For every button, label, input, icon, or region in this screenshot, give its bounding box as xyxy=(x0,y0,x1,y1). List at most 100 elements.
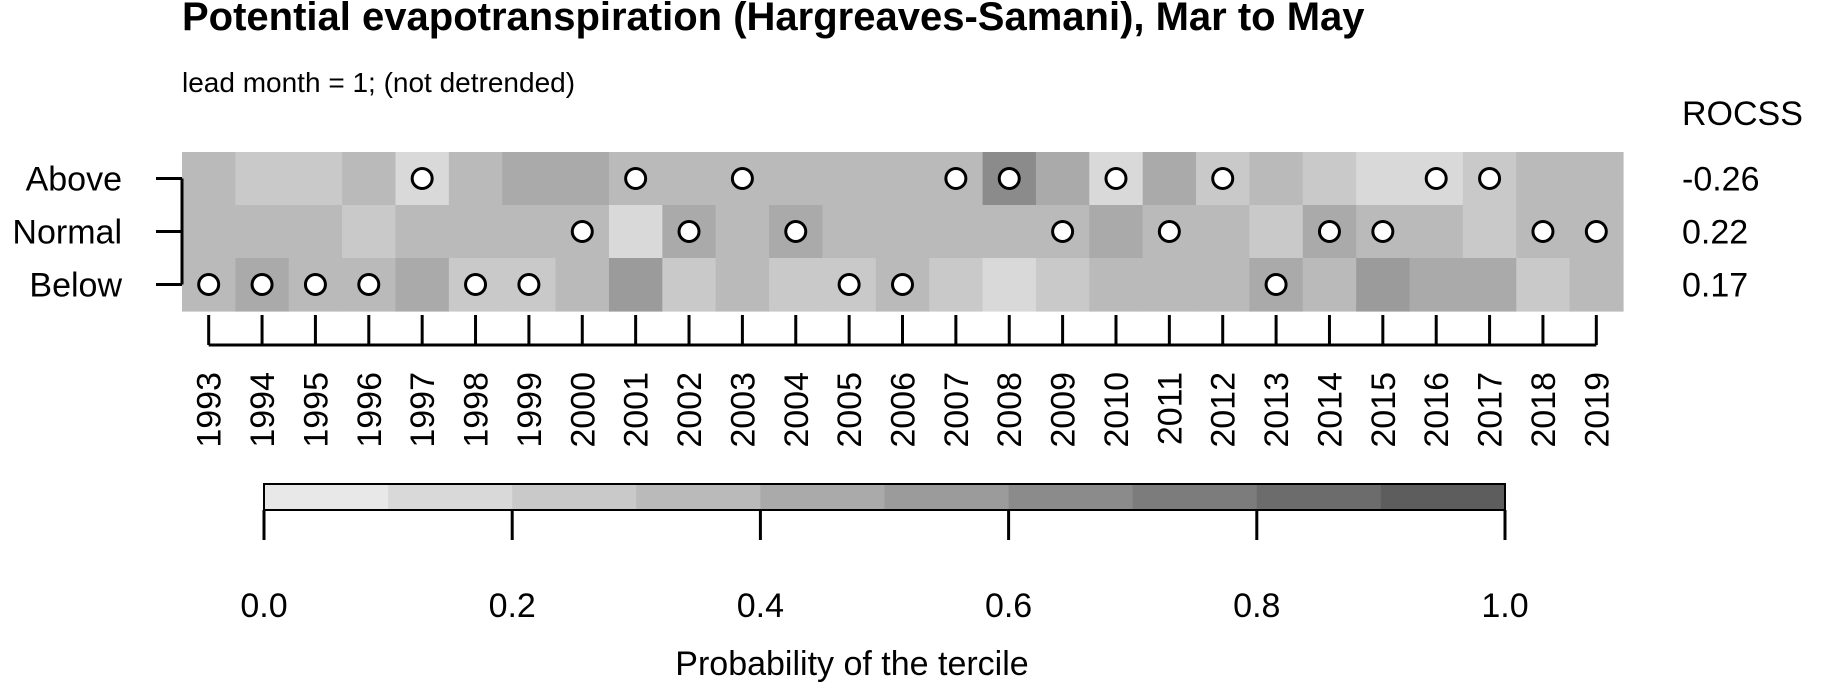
heat-cell-below-2010 xyxy=(1089,258,1144,312)
colorbar-bin-1 xyxy=(388,484,513,510)
observed-marker-2015 xyxy=(1371,220,1395,243)
heat-cell-normal-2006 xyxy=(875,205,930,259)
colorbar-bin-8 xyxy=(1256,484,1382,510)
colorbar-tick-label-0: 0.0 xyxy=(240,587,287,625)
x-tick-label-2014: 2014 xyxy=(1311,372,1349,448)
colorbar-frame xyxy=(263,483,1506,511)
heat-cell-normal-1997 xyxy=(395,205,450,259)
observed-marker-2016 xyxy=(1424,167,1448,190)
heat-cell-above-2004 xyxy=(769,152,824,206)
x-tick-label-2000: 2000 xyxy=(564,372,602,448)
heat-cell-normal-2005 xyxy=(822,205,877,259)
heat-cell-below-2017 xyxy=(1462,258,1517,312)
x-tick-label-1994: 1994 xyxy=(244,372,282,448)
observed-marker-2014 xyxy=(1317,220,1341,243)
observed-marker-2008 xyxy=(997,167,1021,190)
observed-marker-1994 xyxy=(250,273,274,296)
heat-cell-normal-2017 xyxy=(1462,205,1517,259)
observed-marker-2003 xyxy=(730,167,754,190)
x-tick-label-2008: 2008 xyxy=(991,372,1029,448)
colorbar: 0.0 0.2 0.4 0.6 0.8 1.0 xyxy=(240,483,1529,625)
colorbar-tick-label-4: 0.8 xyxy=(1233,587,1280,625)
x-tick-label-2015: 2015 xyxy=(1365,372,1403,448)
observed-marker-1999 xyxy=(517,273,541,296)
heatmap-grid xyxy=(182,152,1624,312)
x-tick-label-1999: 1999 xyxy=(511,372,549,448)
x-tick-label-2007: 2007 xyxy=(938,372,976,448)
x-tick-label-2019: 2019 xyxy=(1578,372,1616,448)
observed-marker-2006 xyxy=(891,273,914,296)
heat-cell-normal-1994 xyxy=(235,205,290,259)
row-label-normal: Normal xyxy=(12,214,122,252)
heat-cell-normal-1996 xyxy=(342,205,397,259)
heat-cell-below-2014 xyxy=(1302,258,1357,312)
x-tick-label-1993: 1993 xyxy=(191,372,229,448)
observed-marker-1997 xyxy=(410,167,434,190)
observed-marker-2010 xyxy=(1104,167,1128,190)
x-tick-label-2012: 2012 xyxy=(1205,372,1243,448)
heat-cell-normal-2003 xyxy=(715,205,770,259)
heat-cell-above-2002 xyxy=(662,152,717,206)
observed-marker-2013 xyxy=(1264,273,1288,296)
observed-marker-2019 xyxy=(1584,220,1608,243)
heat-cell-below-2018 xyxy=(1516,258,1571,312)
x-tick-label-2003: 2003 xyxy=(724,372,762,448)
heat-cell-above-2006 xyxy=(875,152,930,206)
observed-marker-1998 xyxy=(464,273,488,296)
observed-marker-2017 xyxy=(1478,167,1502,190)
heat-cell-below-2003 xyxy=(715,258,770,312)
heat-cell-normal-2010 xyxy=(1089,205,1144,259)
rocss-value-above: -0.26 xyxy=(1682,161,1760,199)
rocss-header: ROCSS xyxy=(1682,95,1803,133)
observed-marker-1996 xyxy=(357,273,381,296)
x-tick-label-2001: 2001 xyxy=(618,372,656,448)
heat-cell-above-2018 xyxy=(1516,152,1571,206)
rocss-value-below: 0.17 xyxy=(1682,267,1748,305)
heat-cell-above-2009 xyxy=(1035,152,1090,206)
x-tick-label-2011: 2011 xyxy=(1151,372,1189,445)
heat-cell-above-2011 xyxy=(1142,152,1197,206)
heat-cell-below-2015 xyxy=(1356,258,1411,312)
row-labels: Above -0.26 Normal 0.22 Below 0.17 xyxy=(12,161,1759,305)
heat-cell-below-2009 xyxy=(1035,258,1090,312)
x-tick-label-2016: 2016 xyxy=(1418,372,1456,448)
heat-cell-below-2001 xyxy=(608,258,663,312)
x-tick-label-1996: 1996 xyxy=(351,372,389,448)
heat-cell-below-2007 xyxy=(929,258,984,312)
colorbar-bin-3 xyxy=(636,484,761,510)
x-tick-label-2017: 2017 xyxy=(1472,372,1510,448)
row-label-above: Above xyxy=(26,161,122,199)
observed-marker-2005 xyxy=(837,273,861,296)
observed-marker-2011 xyxy=(1157,220,1181,243)
heat-cell-normal-1993 xyxy=(182,205,236,259)
x-tick-label-2002: 2002 xyxy=(671,372,709,448)
chart-title: Potential evapotranspiration (Hargreaves… xyxy=(182,0,1365,39)
heat-cell-above-1993 xyxy=(182,152,236,206)
heat-cell-below-2004 xyxy=(769,258,824,312)
x-tick-label-2005: 2005 xyxy=(831,372,869,448)
observed-marker-2007 xyxy=(944,167,968,190)
colorbar-tick-label-1: 0.2 xyxy=(489,587,536,625)
heat-cell-above-1995 xyxy=(288,152,343,206)
colorbar-tick-label-2: 0.4 xyxy=(737,587,784,625)
x-tick-label-2006: 2006 xyxy=(885,372,923,448)
x-tick-label-2013: 2013 xyxy=(1258,372,1296,448)
heat-cell-normal-1998 xyxy=(448,205,503,259)
colorbar-bin-7 xyxy=(1132,484,1258,510)
heat-cell-above-1994 xyxy=(235,152,290,206)
x-tick-label-2018: 2018 xyxy=(1525,372,1563,448)
colorbar-label: Probability of the tercile xyxy=(675,645,1028,683)
observed-marker-2001 xyxy=(624,167,648,190)
heat-cell-below-2000 xyxy=(555,258,610,312)
x-tick-label-2010: 2010 xyxy=(1098,372,1136,448)
heat-cell-normal-2012 xyxy=(1196,205,1251,259)
colorbar-bin-6 xyxy=(1008,484,1134,510)
heat-cell-normal-2016 xyxy=(1409,205,1464,259)
colorbar-bin-4 xyxy=(760,484,886,510)
x-tick-label-1997: 1997 xyxy=(404,372,442,448)
heat-cell-normal-2013 xyxy=(1249,205,1304,259)
observed-marker-2004 xyxy=(784,220,808,243)
heat-cell-above-2015 xyxy=(1356,152,1411,206)
x-tick-label-2009: 2009 xyxy=(1045,372,1083,448)
heat-cell-below-2002 xyxy=(662,258,717,312)
